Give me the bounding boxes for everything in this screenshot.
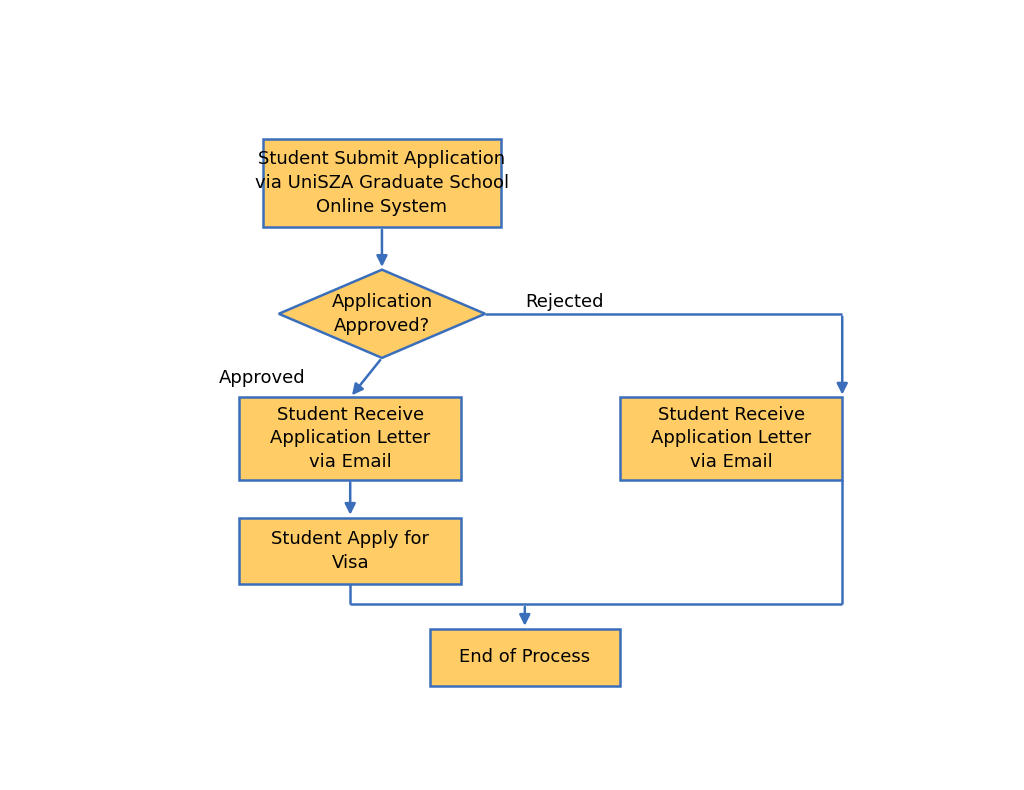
Text: Student Apply for
Visa: Student Apply for Visa xyxy=(271,530,429,572)
Text: Approved: Approved xyxy=(219,369,306,386)
FancyBboxPatch shape xyxy=(240,517,462,585)
FancyBboxPatch shape xyxy=(263,139,501,227)
Text: Rejected: Rejected xyxy=(524,292,603,310)
Text: Student Receive
Application Letter
via Email: Student Receive Application Letter via E… xyxy=(270,406,430,471)
Polygon shape xyxy=(279,269,485,358)
FancyBboxPatch shape xyxy=(620,397,842,480)
FancyBboxPatch shape xyxy=(430,629,620,687)
Text: End of Process: End of Process xyxy=(459,649,591,667)
FancyBboxPatch shape xyxy=(240,397,462,480)
Text: Student Submit Application
via UniSZA Graduate School
Online System: Student Submit Application via UniSZA Gr… xyxy=(255,150,509,216)
Text: Student Receive
Application Letter
via Email: Student Receive Application Letter via E… xyxy=(651,406,811,471)
Text: Application
Approved?: Application Approved? xyxy=(332,293,432,335)
